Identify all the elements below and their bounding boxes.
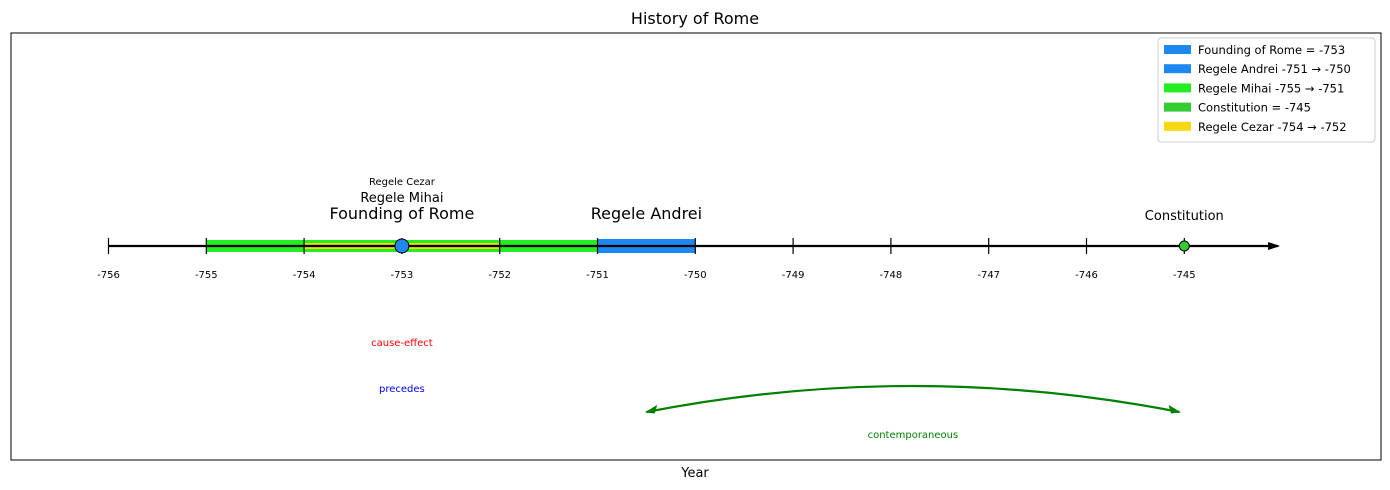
tick-label: -750 bbox=[684, 270, 707, 281]
chart-title: History of Rome bbox=[631, 9, 759, 28]
tick-label: -756 bbox=[97, 270, 120, 281]
relation-label: precedes bbox=[379, 384, 425, 395]
tick-label: -749 bbox=[782, 270, 805, 281]
span-label: Regele Cezar bbox=[369, 177, 436, 188]
legend-entry: Regele Cezar -754 → -752 bbox=[1198, 120, 1347, 134]
relation-arrowhead bbox=[644, 404, 658, 414]
legend-swatch bbox=[1164, 102, 1191, 112]
relations-layer: cause-effect precedes contemporaneous bbox=[371, 338, 1181, 441]
event-marker bbox=[394, 238, 410, 254]
span-label: Regele Andrei bbox=[591, 204, 702, 223]
tick-label: -746 bbox=[1075, 270, 1098, 281]
tick-label: -752 bbox=[488, 270, 511, 281]
timeline-axis: -756 -755 -754 -753 -752 -751 -750 -749 -748 -747… bbox=[97, 238, 1281, 281]
span-label: Regele Mihai bbox=[360, 191, 443, 206]
plot-frame bbox=[10, 32, 1382, 461]
relation-label: contemporaneous bbox=[868, 430, 959, 441]
legend-entry: Constitution = -745 bbox=[1198, 101, 1311, 115]
tick-label: -754 bbox=[293, 270, 316, 281]
labels-layer: Founding of Rome Constitution Regele Mihai… bbox=[329, 177, 1223, 224]
legend-entry: Regele Andrei -751 → -750 bbox=[1198, 62, 1351, 76]
tick-label: -748 bbox=[880, 270, 903, 281]
tick-label: -751 bbox=[586, 270, 609, 281]
tick-label: -745 bbox=[1173, 270, 1196, 281]
legend-swatch bbox=[1164, 121, 1191, 131]
legend-entry: Regele Mihai -755 → -751 bbox=[1198, 81, 1344, 95]
events-layer bbox=[394, 238, 1190, 254]
legend-swatch bbox=[1164, 64, 1191, 74]
tick-label: -755 bbox=[195, 270, 218, 281]
event-marker bbox=[1178, 240, 1190, 252]
axis-arrowhead bbox=[1268, 242, 1281, 250]
legend-frame bbox=[1157, 37, 1376, 143]
legend-swatch bbox=[1164, 45, 1191, 54]
event-label: Constitution bbox=[1145, 209, 1224, 224]
relation-arc bbox=[646, 384, 1180, 414]
legend-entry: Founding of Rome = -753 bbox=[1198, 43, 1345, 57]
tick-label: -753 bbox=[391, 270, 414, 281]
legend-swatch bbox=[1164, 83, 1191, 93]
legend: Founding of Rome = -753 Regele Andrei -75… bbox=[1157, 37, 1376, 143]
event-label: Founding of Rome bbox=[329, 204, 474, 223]
x-axis-label: Year bbox=[680, 466, 709, 481]
relation-label: cause-effect bbox=[371, 338, 433, 349]
tick-label: -747 bbox=[977, 270, 1000, 281]
relation-arrowhead bbox=[1168, 404, 1181, 414]
